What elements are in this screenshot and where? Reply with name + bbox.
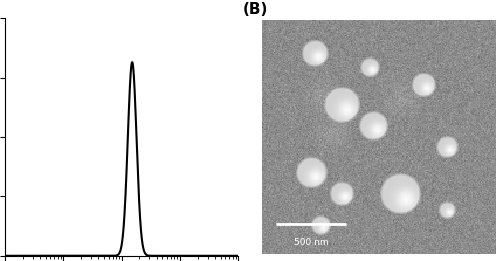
Text: (B): (B) (243, 2, 268, 17)
Text: 500 nm: 500 nm (294, 238, 328, 247)
